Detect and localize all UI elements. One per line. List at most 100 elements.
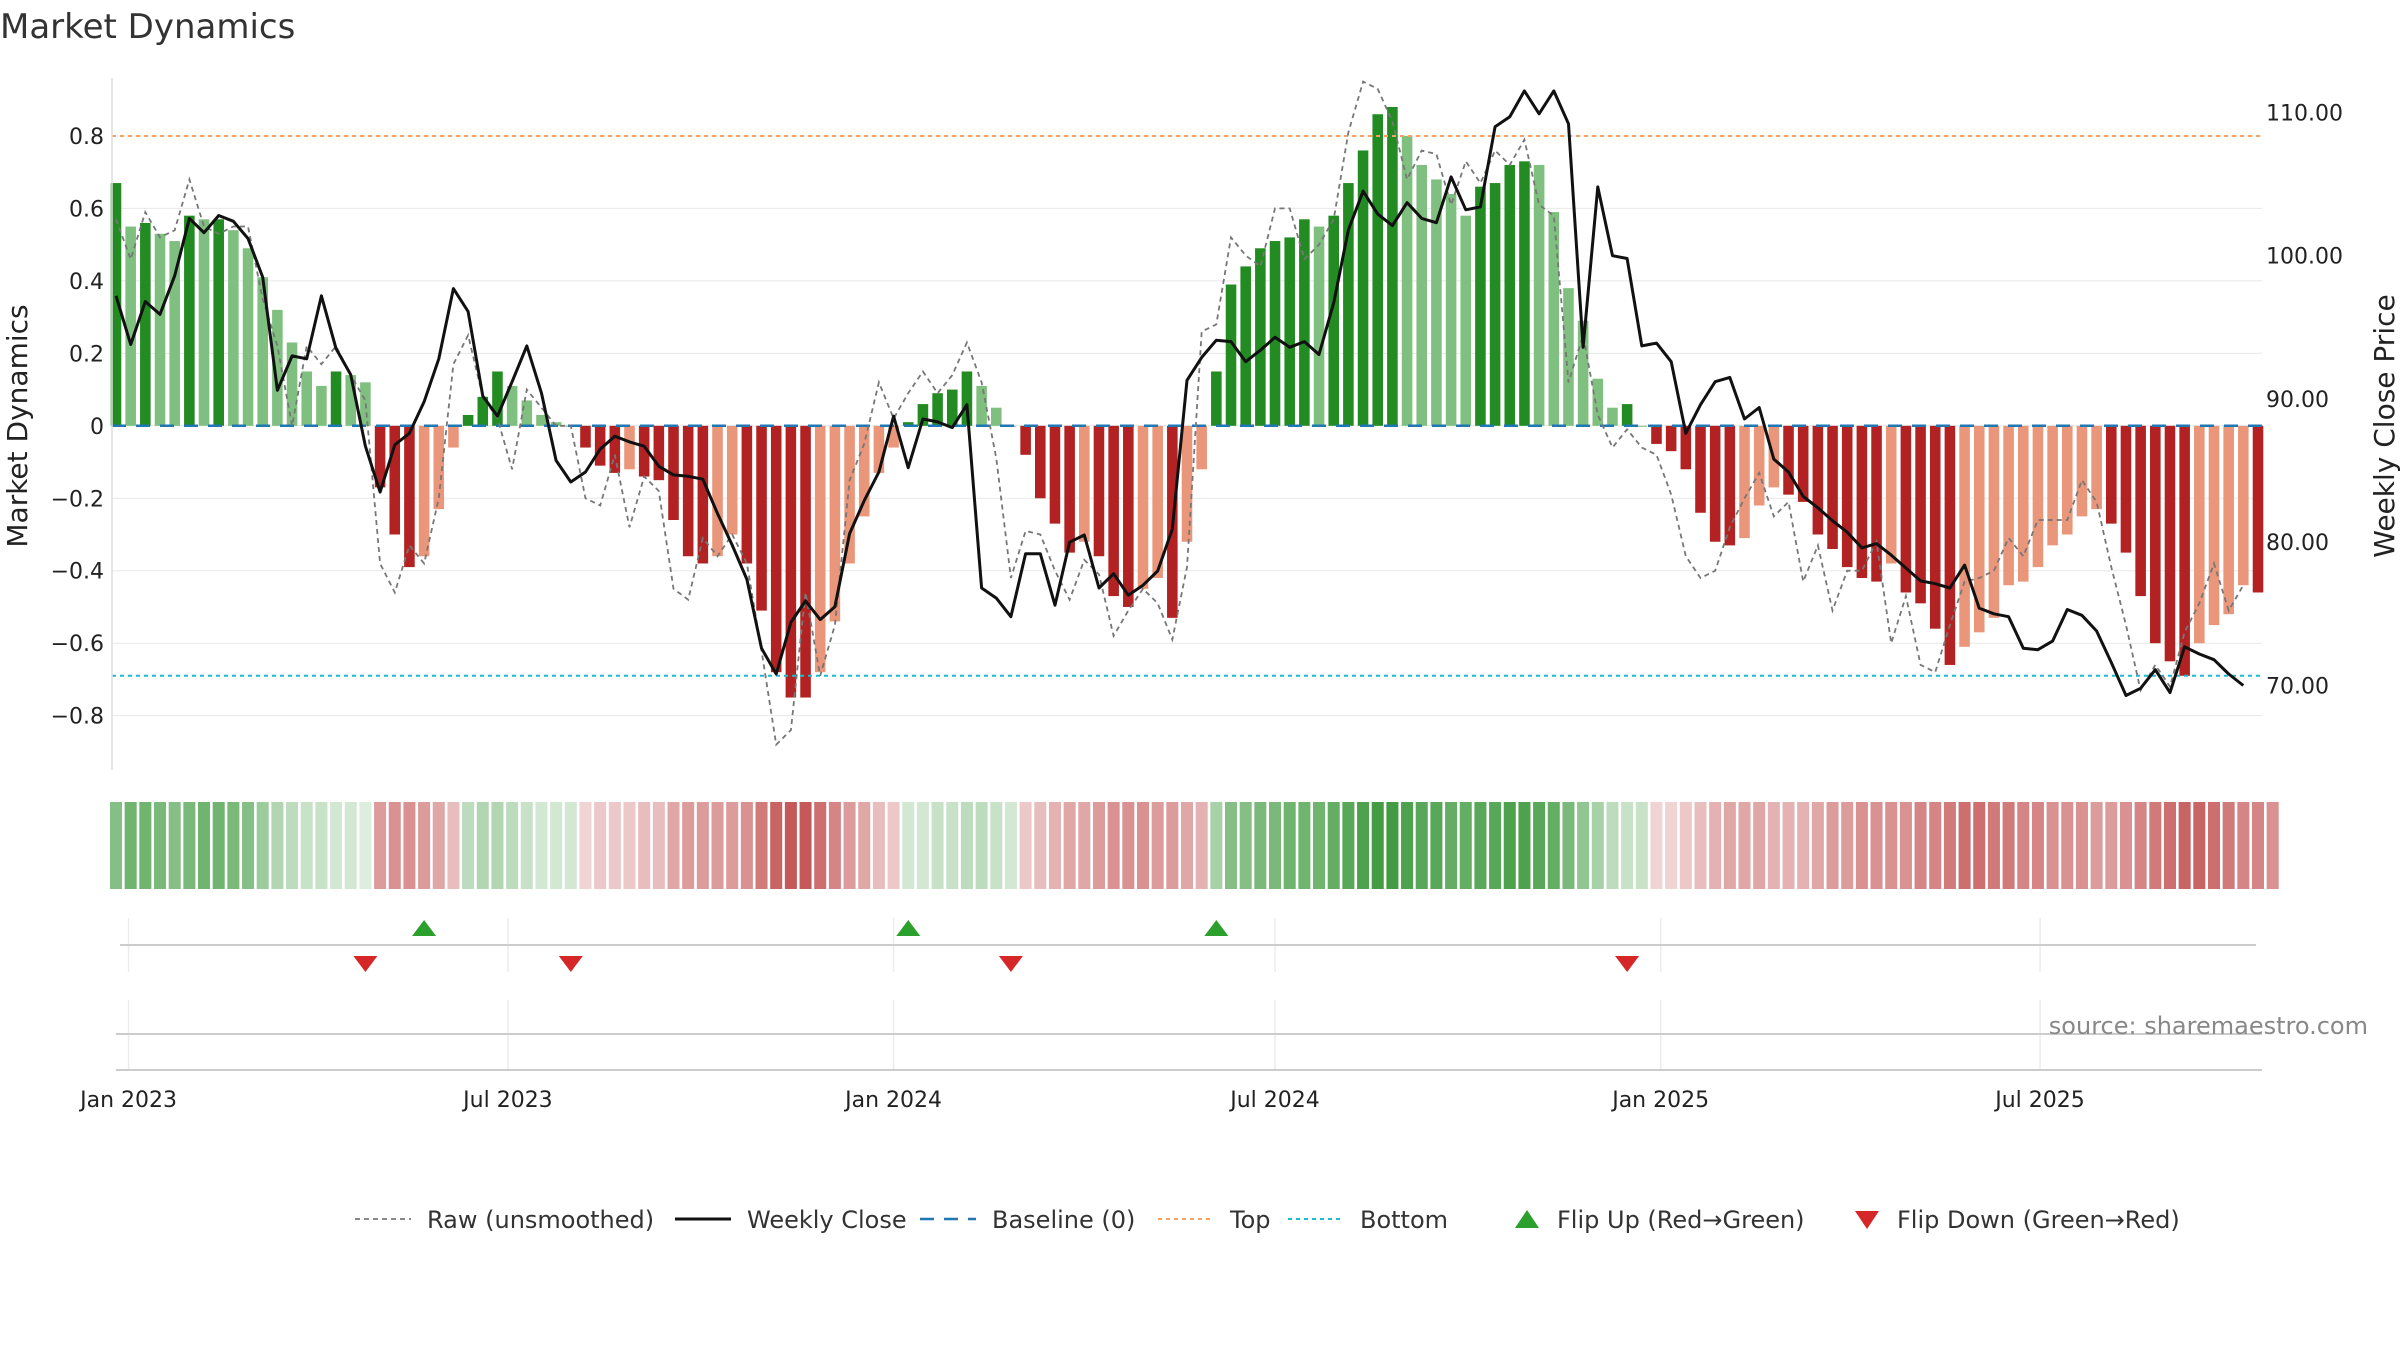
flip-markers: [353, 920, 1640, 972]
momentum-bar: [1885, 425, 1897, 564]
momentum-bar: [213, 219, 224, 426]
momentum-bar: [2106, 425, 2117, 524]
regime-strip-cell: [1899, 802, 1912, 889]
momentum-bar: [477, 396, 489, 426]
x-tick-label: Jul 2023: [461, 1088, 553, 1113]
regime-strip-cell: [2119, 802, 2132, 889]
momentum-bar: [1709, 425, 1721, 542]
regime-strip-cell: [2017, 802, 2030, 889]
regime-strip-cell: [1445, 802, 1458, 889]
regime-strip-cell: [1958, 802, 1971, 889]
regime-strip-cell: [828, 802, 841, 889]
momentum-bar: [961, 371, 973, 426]
regime-strip-cell: [946, 802, 959, 889]
regime-strip-cell: [1870, 802, 1883, 889]
momentum-bar: [2076, 425, 2088, 517]
regime-strip-cell: [462, 802, 475, 889]
momentum-bar: [932, 393, 943, 426]
x-tick-label: Jan 2025: [1610, 1088, 1709, 1113]
regime-strip-cell: [256, 802, 269, 889]
regime-strip-cell: [359, 802, 372, 889]
regime-strip-cell: [608, 802, 621, 889]
regime-strip-cell: [388, 802, 401, 889]
regime-strip-cell: [682, 802, 695, 889]
regime-strip-cell: [1797, 802, 1810, 889]
regime-strip-cell: [1371, 802, 1384, 889]
momentum-bar: [2179, 425, 2190, 676]
momentum-bar: [1548, 212, 1560, 426]
y-tick-label: −0.6: [51, 632, 104, 657]
momentum-bar: [154, 233, 166, 426]
momentum-bar: [888, 425, 899, 448]
regime-strip-cell: [432, 802, 445, 889]
momentum-bar: [829, 425, 841, 622]
regime-strip-cell: [139, 802, 152, 889]
regime-strip-cell: [1738, 802, 1751, 889]
momentum-bar: [1108, 425, 1119, 597]
momentum-bar: [1563, 288, 1574, 426]
regime-strip-cell: [770, 802, 783, 889]
momentum-bar: [301, 371, 313, 426]
regime-strip-cell: [1885, 802, 1898, 889]
momentum-bar: [433, 425, 445, 510]
regime-strip-cell: [535, 802, 548, 889]
momentum-bar: [1372, 114, 1384, 426]
regime-strip-cell: [755, 802, 768, 889]
regime-strip-cell: [403, 802, 416, 889]
legend-flip_up-label: Flip Up (Red→Green): [1557, 1206, 1805, 1234]
bottom-panel: source: sharemaestro.com: [116, 1000, 2368, 1071]
regime-strip-cell: [931, 802, 944, 889]
momentum-bar: [316, 385, 327, 426]
regime-strip-cell: [1709, 802, 1722, 889]
legend-raw-label: Raw (unsmoothed): [427, 1206, 654, 1234]
reference-lines: [112, 134, 2262, 677]
momentum-bar: [800, 425, 811, 698]
regime-strip-cell: [814, 802, 827, 889]
momentum-bar: [272, 309, 283, 426]
legend-bottom-label: Bottom: [1360, 1206, 1448, 1234]
regime-strip-cell: [124, 802, 137, 889]
regime-strip-cell: [1841, 802, 1854, 889]
regime-strip-cell: [1078, 802, 1091, 889]
regime-strip-cell: [1269, 802, 1282, 889]
regime-strip-cell: [1606, 802, 1619, 889]
momentum-bar: [1959, 425, 1970, 647]
momentum-bar: [1812, 425, 1824, 535]
left-axis-tick-labels: −0.8 −0.6 −0.4 −0.2 0 0.2 0.4 0.6 0.8: [51, 125, 104, 730]
regime-strip-cell: [2090, 802, 2103, 889]
chart-title: Market Dynamics: [0, 7, 295, 47]
regime-strip-cell: [1136, 802, 1150, 889]
momentum-bar: [638, 425, 650, 477]
momentum-bar: [2032, 425, 2044, 568]
momentum-bar: [946, 389, 958, 426]
momentum-bar: [917, 404, 929, 426]
x-tick-label: Jan 2024: [843, 1088, 942, 1113]
regime-strip-cell: [1327, 802, 1340, 889]
momentum-bar: [1299, 219, 1310, 426]
y2-tick-label: 70.00: [2266, 674, 2329, 699]
regime-strip-cell: [520, 802, 533, 889]
regime-strip-cell: [109, 802, 123, 889]
raw-series-line: [115, 80, 2245, 747]
regime-strip-cell: [2207, 802, 2221, 889]
regime-strip-cell: [1239, 802, 1252, 889]
momentum-bar: [198, 219, 210, 426]
momentum-bar: [1607, 407, 1618, 426]
regime-strip-cell: [1591, 802, 1604, 889]
momentum-bar: [2164, 425, 2176, 662]
momentum-bar: [1621, 404, 1633, 426]
regime-strip-cell: [1063, 802, 1076, 889]
momentum-bar: [2208, 425, 2220, 626]
momentum-bar: [1783, 425, 1794, 495]
momentum-bar: [448, 425, 459, 448]
momentum-bar: [712, 425, 723, 557]
momentum-bar: [858, 425, 870, 517]
legend-baseline-label: Baseline (0): [992, 1206, 1135, 1234]
momentum-bar: [1680, 425, 1692, 470]
legend-flip-up-icon: [1515, 1210, 1539, 1228]
regime-strip-cell: [1533, 802, 1546, 889]
regime-strip-cell: [1342, 802, 1355, 889]
momentum-bar: [2252, 425, 2264, 593]
momentum-bar: [257, 277, 268, 426]
regime-strip-cell: [1635, 802, 1648, 889]
